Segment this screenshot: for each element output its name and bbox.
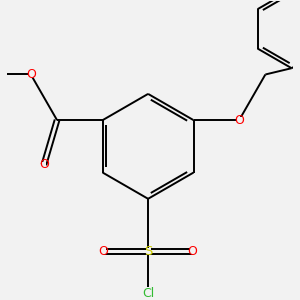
- Text: S: S: [144, 245, 152, 258]
- Text: O: O: [39, 158, 49, 171]
- Text: O: O: [188, 245, 198, 258]
- Text: Cl: Cl: [142, 287, 154, 300]
- Bar: [146, 248, 151, 254]
- Bar: [41, 162, 46, 168]
- Bar: [28, 71, 33, 78]
- Text: O: O: [26, 68, 36, 81]
- Bar: [190, 248, 195, 254]
- Bar: [101, 248, 106, 254]
- Bar: [144, 290, 152, 296]
- Text: O: O: [234, 114, 244, 127]
- Bar: [237, 117, 242, 123]
- Text: O: O: [99, 245, 108, 258]
